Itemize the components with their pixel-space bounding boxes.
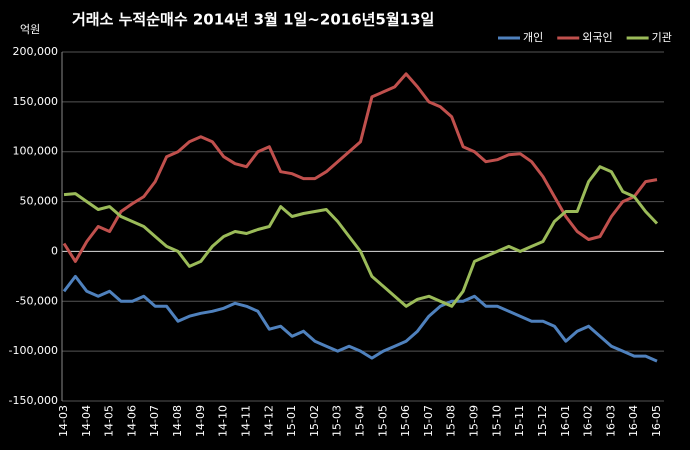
x-tick-label: 14-11 — [239, 405, 252, 437]
x-tick-label: 14-09 — [194, 405, 207, 437]
x-tick-label: 15-01 — [285, 405, 298, 437]
x-tick-label: 16-04 — [627, 405, 640, 437]
x-tick-label: 14-03 — [57, 405, 70, 437]
y-tick-label: -150,000 — [9, 394, 58, 407]
y-tick-label: -100,000 — [9, 344, 58, 357]
x-tick-label: 14-10 — [217, 405, 230, 437]
y-tick-label: 0 — [51, 244, 58, 257]
series-line — [62, 274, 658, 363]
x-tick-label: 14-05 — [103, 405, 116, 437]
y-tick-label: -50,000 — [16, 294, 58, 307]
x-tick-label: 15-10 — [490, 405, 503, 437]
x-tick-label: 16-05 — [650, 405, 663, 437]
x-tick-label: 14-12 — [262, 405, 275, 437]
x-tick-label: 15-12 — [536, 405, 549, 437]
y-tick-label: 200,000 — [13, 45, 59, 58]
x-tick-label: 15-05 — [376, 405, 389, 437]
series-line — [62, 72, 658, 263]
x-tick-label: 14-04 — [80, 405, 93, 437]
x-tick-label: 15-02 — [308, 405, 321, 437]
x-tick-label: 14-07 — [148, 405, 161, 437]
y-axis-label: 억원 — [20, 23, 40, 36]
legend-label: 개인 — [523, 31, 543, 44]
x-tick-label: 15-11 — [513, 405, 526, 437]
series-line — [63, 165, 659, 308]
y-tick-label: 50,000 — [20, 195, 59, 208]
y-tick-label: 100,000 — [13, 145, 59, 158]
x-tick-label: 15-03 — [331, 405, 344, 437]
x-tick-label: 14-08 — [171, 405, 184, 437]
x-tick-label: 15-08 — [445, 405, 458, 437]
x-tick-label: 16-01 — [559, 405, 572, 437]
legend-label: 외국인 — [582, 31, 612, 44]
legend-label: 기관 — [652, 31, 672, 44]
x-tick-label: 15-07 — [422, 405, 435, 437]
y-tick-label: 150,000 — [13, 95, 59, 108]
x-tick-label: 15-06 — [399, 405, 412, 437]
x-tick-label: 15-04 — [354, 405, 367, 437]
chart-title: 거래소 누적순매수 2014년 3월 1일~2016년5월13일 — [72, 11, 434, 29]
x-tick-label: 14-06 — [125, 405, 138, 437]
x-tick-label: 16-03 — [604, 405, 617, 437]
x-tick-label: 16-02 — [582, 405, 595, 437]
x-tick-label: 15-09 — [468, 405, 481, 437]
